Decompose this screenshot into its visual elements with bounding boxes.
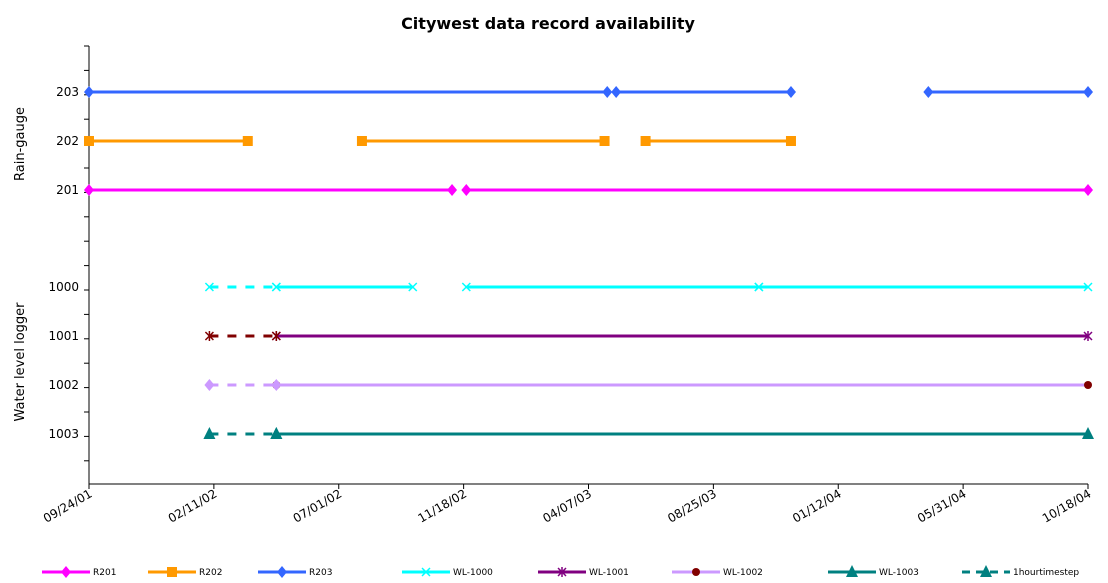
series-wl-1002 xyxy=(272,381,1092,389)
point-marker xyxy=(84,86,94,98)
point-marker xyxy=(61,566,71,578)
y-tick-label-202: 202 xyxy=(56,134,79,148)
series-wl-1001 xyxy=(271,331,1093,341)
point-marker xyxy=(1083,331,1093,341)
y-tick-label-1002: 1002 xyxy=(48,378,79,392)
legend-label: R201 xyxy=(93,568,116,578)
y-axis-title-rain-gauge: Rain-gauge xyxy=(13,107,28,181)
point-marker xyxy=(599,136,610,146)
chart-title: Citywest data record availability xyxy=(401,14,695,33)
point-marker xyxy=(980,565,992,577)
y-tick-label-201: 201 xyxy=(56,183,79,197)
point-marker xyxy=(754,282,764,292)
legend-label: WL-1001 xyxy=(589,568,629,578)
x-tick-label-07-01-02: 07/01/02 xyxy=(291,486,345,525)
marker-stroke xyxy=(271,282,281,292)
point-marker xyxy=(640,136,651,146)
x-tick-label-09-24-01: 09/24/01 xyxy=(41,486,95,525)
point-marker xyxy=(408,282,418,292)
legend-label: R202 xyxy=(199,568,222,578)
legend-label: WL-1000 xyxy=(453,568,493,578)
point-marker xyxy=(421,567,431,577)
legend-label: 1hourtimestep xyxy=(1013,568,1079,578)
point-marker xyxy=(271,331,281,341)
point-marker xyxy=(602,86,613,98)
point-marker xyxy=(242,136,253,146)
legend-item-wl-1001: WL-1001 xyxy=(538,567,629,578)
point-marker xyxy=(1083,184,1093,196)
point-marker xyxy=(271,282,281,292)
point-marker xyxy=(277,566,287,578)
point-marker xyxy=(611,86,622,98)
legend-item-r203: R203 xyxy=(258,566,332,578)
point-marker xyxy=(447,184,458,196)
y-axis-titles: Rain-gauge Water level logger xyxy=(13,107,28,422)
x-tick-label-10-18-04: 10/18/04 xyxy=(1040,486,1094,525)
x-tick-label-05-31-04: 05/31/04 xyxy=(915,486,969,525)
point-marker xyxy=(204,331,214,341)
legend-item-1hourtimestep: 1hourtimestep xyxy=(962,565,1079,578)
point-marker xyxy=(785,86,796,98)
point-marker xyxy=(557,567,567,577)
series-wl-1003 xyxy=(270,427,1094,439)
legend-label: R203 xyxy=(309,568,332,578)
point-marker xyxy=(1082,427,1094,439)
y-tick-label-203: 203 xyxy=(56,85,79,99)
legend-label: WL-1003 xyxy=(879,568,919,578)
point-marker xyxy=(204,379,215,391)
legend-item-wl-1003: WL-1003 xyxy=(828,565,919,578)
point-marker xyxy=(692,568,700,576)
series-wl-1000 xyxy=(271,282,1093,292)
legend-label: WL-1002 xyxy=(723,568,763,578)
point-marker xyxy=(1084,381,1092,389)
point-marker xyxy=(356,136,367,146)
point-marker xyxy=(203,427,216,439)
legend-item-r202: R202 xyxy=(148,567,222,578)
point-marker xyxy=(923,86,934,98)
x-tick-label-08-25-03: 08/25/03 xyxy=(665,486,719,525)
point-marker xyxy=(846,565,858,577)
plot-area xyxy=(84,86,1094,439)
legend-item-wl-1000: WL-1000 xyxy=(402,567,493,578)
x-tick-label-01-12-04: 01/12/04 xyxy=(790,486,844,525)
marker-stroke xyxy=(408,282,418,292)
y-axis-title-water-level-logger: Water level logger xyxy=(13,302,28,422)
marker-stroke xyxy=(204,282,214,292)
y-tick-label-1000: 1000 xyxy=(48,280,79,294)
point-marker xyxy=(271,379,282,391)
marker-stroke xyxy=(754,282,764,292)
marker-stroke xyxy=(461,282,471,292)
point-marker xyxy=(84,136,94,146)
point-marker xyxy=(461,282,471,292)
marker-stroke xyxy=(1083,282,1093,292)
point-marker xyxy=(167,567,177,577)
point-marker xyxy=(785,136,796,146)
point-marker xyxy=(204,282,214,292)
point-marker xyxy=(1083,86,1093,98)
series-r202 xyxy=(84,136,796,146)
y-tick-label-1003: 1003 xyxy=(48,427,79,441)
point-marker xyxy=(1083,282,1093,292)
legend-item-wl-1002: WL-1002 xyxy=(672,568,763,578)
x-tick-label-02-11-02: 02/11/02 xyxy=(166,486,220,525)
series-1hourtimestep xyxy=(203,282,283,439)
marker-stroke xyxy=(421,567,431,577)
point-marker xyxy=(270,427,283,439)
x-tick-label-11-18-02: 11/18/02 xyxy=(415,486,469,525)
point-marker xyxy=(461,184,472,196)
series-r201 xyxy=(84,184,1093,196)
y-tick-label-1001: 1001 xyxy=(48,329,79,343)
legend-item-r201: R201 xyxy=(42,566,116,578)
legend: R201 R202 R203 WL-1000 WL-1001 WL-1002 WL-1003… xyxy=(42,565,1079,578)
point-marker xyxy=(84,184,94,196)
x-tick-label-04-07-03: 04/07/03 xyxy=(540,486,594,525)
series-r203 xyxy=(84,86,1093,98)
